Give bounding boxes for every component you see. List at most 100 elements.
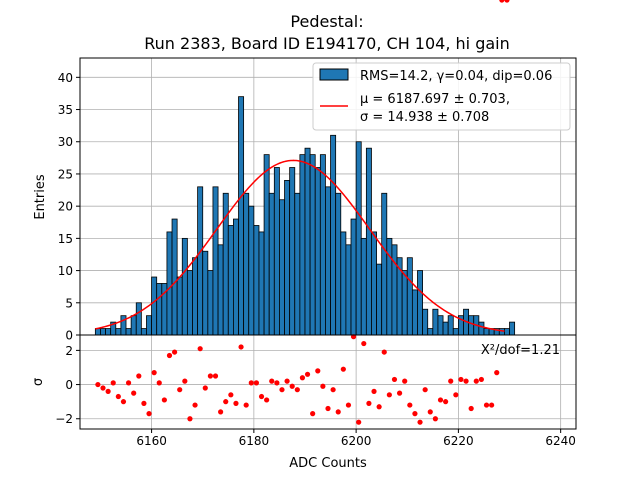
- x-tick-label-1: 6180: [239, 434, 270, 448]
- chart-title-line-2: Run 2383, Board ID E194170, CH 104, hi g…: [144, 34, 509, 53]
- residual-point-17: [182, 378, 188, 384]
- histogram-bar-6165: [176, 276, 183, 336]
- histogram-bar-6164: [171, 218, 178, 336]
- residual-point-33: [264, 397, 270, 403]
- residual-point-32: [258, 393, 265, 400]
- residual-point-8: [136, 373, 142, 379]
- residual-point-44: [320, 383, 326, 389]
- residual-point-29: [243, 402, 249, 408]
- residual-point-64: [422, 387, 428, 393]
- histogram-bar-6198: [345, 244, 352, 336]
- residual-point-76: [483, 402, 490, 408]
- top-y-tick-label-2: 10: [58, 264, 73, 278]
- histogram-bar-6177: [238, 96, 245, 336]
- histogram-bar-6187: [289, 167, 296, 336]
- histogram-bar-6176: [233, 218, 239, 336]
- residual-point-78: [494, 370, 500, 376]
- top-y-tick-label-7: 35: [58, 103, 73, 117]
- residual-points: [95, 0, 510, 425]
- legend-fit-mu: μ = 6187.697 ± 0.703,: [360, 92, 510, 107]
- histogram-bar-6215: [432, 308, 439, 336]
- histogram-bar-6222: [468, 315, 475, 336]
- histogram-bar-6179: [248, 205, 255, 336]
- histogram-bar-6200: [355, 141, 362, 336]
- histogram-bar-6150: [100, 328, 106, 336]
- residual-point-53: [366, 400, 372, 406]
- x-axis: 6160 6180 6200 6220 6240: [136, 429, 576, 448]
- residual-point-61: [407, 402, 413, 408]
- legend-fit-sigma: σ = 14.938 ± 0.708: [360, 110, 489, 125]
- residual-point-2: [105, 388, 111, 394]
- bottom-y-tick-label-2: 2: [65, 344, 73, 358]
- histogram-bar-6229: [504, 328, 510, 336]
- histogram-bar-6184: [273, 167, 280, 336]
- top-y-tick-label-8: 40: [58, 71, 73, 85]
- residual-point-19: [192, 402, 198, 408]
- residual-point-14: [166, 352, 173, 359]
- residual-point-68: [443, 399, 449, 405]
- histogram-bar-6190: [304, 147, 311, 336]
- residual-point-28: [238, 344, 244, 350]
- top-y-tick-label-0: 0: [65, 329, 73, 343]
- histogram-bar-6204: [376, 263, 383, 336]
- histogram-bar-6201: [360, 237, 367, 336]
- residual-point-54: [371, 388, 377, 394]
- histogram-bar-6181: [258, 231, 265, 336]
- histogram-bar-6188: [294, 192, 301, 336]
- top-y-tick-label-1: 5: [65, 296, 73, 310]
- histogram-bar-6185: [279, 199, 285, 336]
- residual-point-22: [207, 373, 213, 379]
- residual-point-27: [233, 400, 239, 406]
- residual-point-18: [187, 416, 193, 422]
- histogram-bar-6202: [365, 147, 372, 336]
- histogram-bar-6211: [411, 289, 418, 336]
- bottom-y-tick-label-1: 0: [65, 378, 73, 392]
- histogram-bar-6180: [253, 225, 260, 336]
- histogram-bar-6155: [125, 328, 132, 336]
- histogram-bar-6191: [309, 154, 316, 336]
- residual-point-71: [458, 376, 464, 383]
- residual-point-30: [248, 380, 254, 386]
- histogram-bar-6160: [151, 276, 158, 336]
- histogram-bar-6161: [156, 283, 163, 336]
- residual-point-11: [151, 370, 157, 376]
- x-tick-label-2: 6200: [341, 434, 372, 448]
- histogram-panel: 0 5 10 15 20 25 30 35 40 Entries RMS=14.2, γ=0.0…: [33, 57, 577, 343]
- residual-point-58: [391, 376, 398, 383]
- histogram-bar-6209: [401, 270, 408, 336]
- histogram-bar-6214: [427, 328, 434, 336]
- histogram-bar-6157: [135, 302, 142, 336]
- residual-point-72: [463, 378, 469, 384]
- residual-point-70: [453, 392, 459, 398]
- histogram-bar-6153: [115, 328, 122, 336]
- residual-point-10: [146, 411, 152, 417]
- residual-point-16: [177, 387, 183, 393]
- residual-point-4: [115, 393, 121, 400]
- residual-point-25: [223, 399, 229, 405]
- histogram-bar-6171: [207, 270, 214, 336]
- residual-point-35: [274, 380, 280, 386]
- residual-point-34: [269, 378, 275, 384]
- residual-point-26: [228, 392, 234, 398]
- residual-point-69: [448, 378, 454, 384]
- histogram-bar-6199: [350, 218, 357, 336]
- histogram-bar-6192: [314, 167, 321, 336]
- histogram-bar-6216: [437, 315, 444, 336]
- residual-point-37: [284, 378, 290, 384]
- histogram-bar-6189: [299, 154, 306, 336]
- residual-point-45: [325, 405, 331, 412]
- bottom-y-axis: −2 0 2: [55, 344, 80, 426]
- histogram-bar-6196: [335, 192, 342, 336]
- top-y-axis: 0 5 10 15 20 25 30 35 40: [58, 71, 80, 343]
- residual-point-42: [310, 411, 316, 417]
- histogram-bar-6197: [340, 231, 347, 336]
- histogram-bar-6166: [181, 237, 188, 336]
- histogram-bar-6182: [263, 154, 270, 336]
- residual-point-6: [125, 380, 132, 386]
- histogram-bar-6149: [94, 328, 101, 336]
- residual-point-23: [212, 373, 219, 379]
- histogram-bar-6163: [166, 231, 173, 336]
- residual-point-41: [304, 371, 311, 377]
- residual-point-74: [473, 378, 479, 384]
- residual-panel: −202 6160 6180 6200 6220 6240 σ X²/dof=1.21: [31, 0, 577, 448]
